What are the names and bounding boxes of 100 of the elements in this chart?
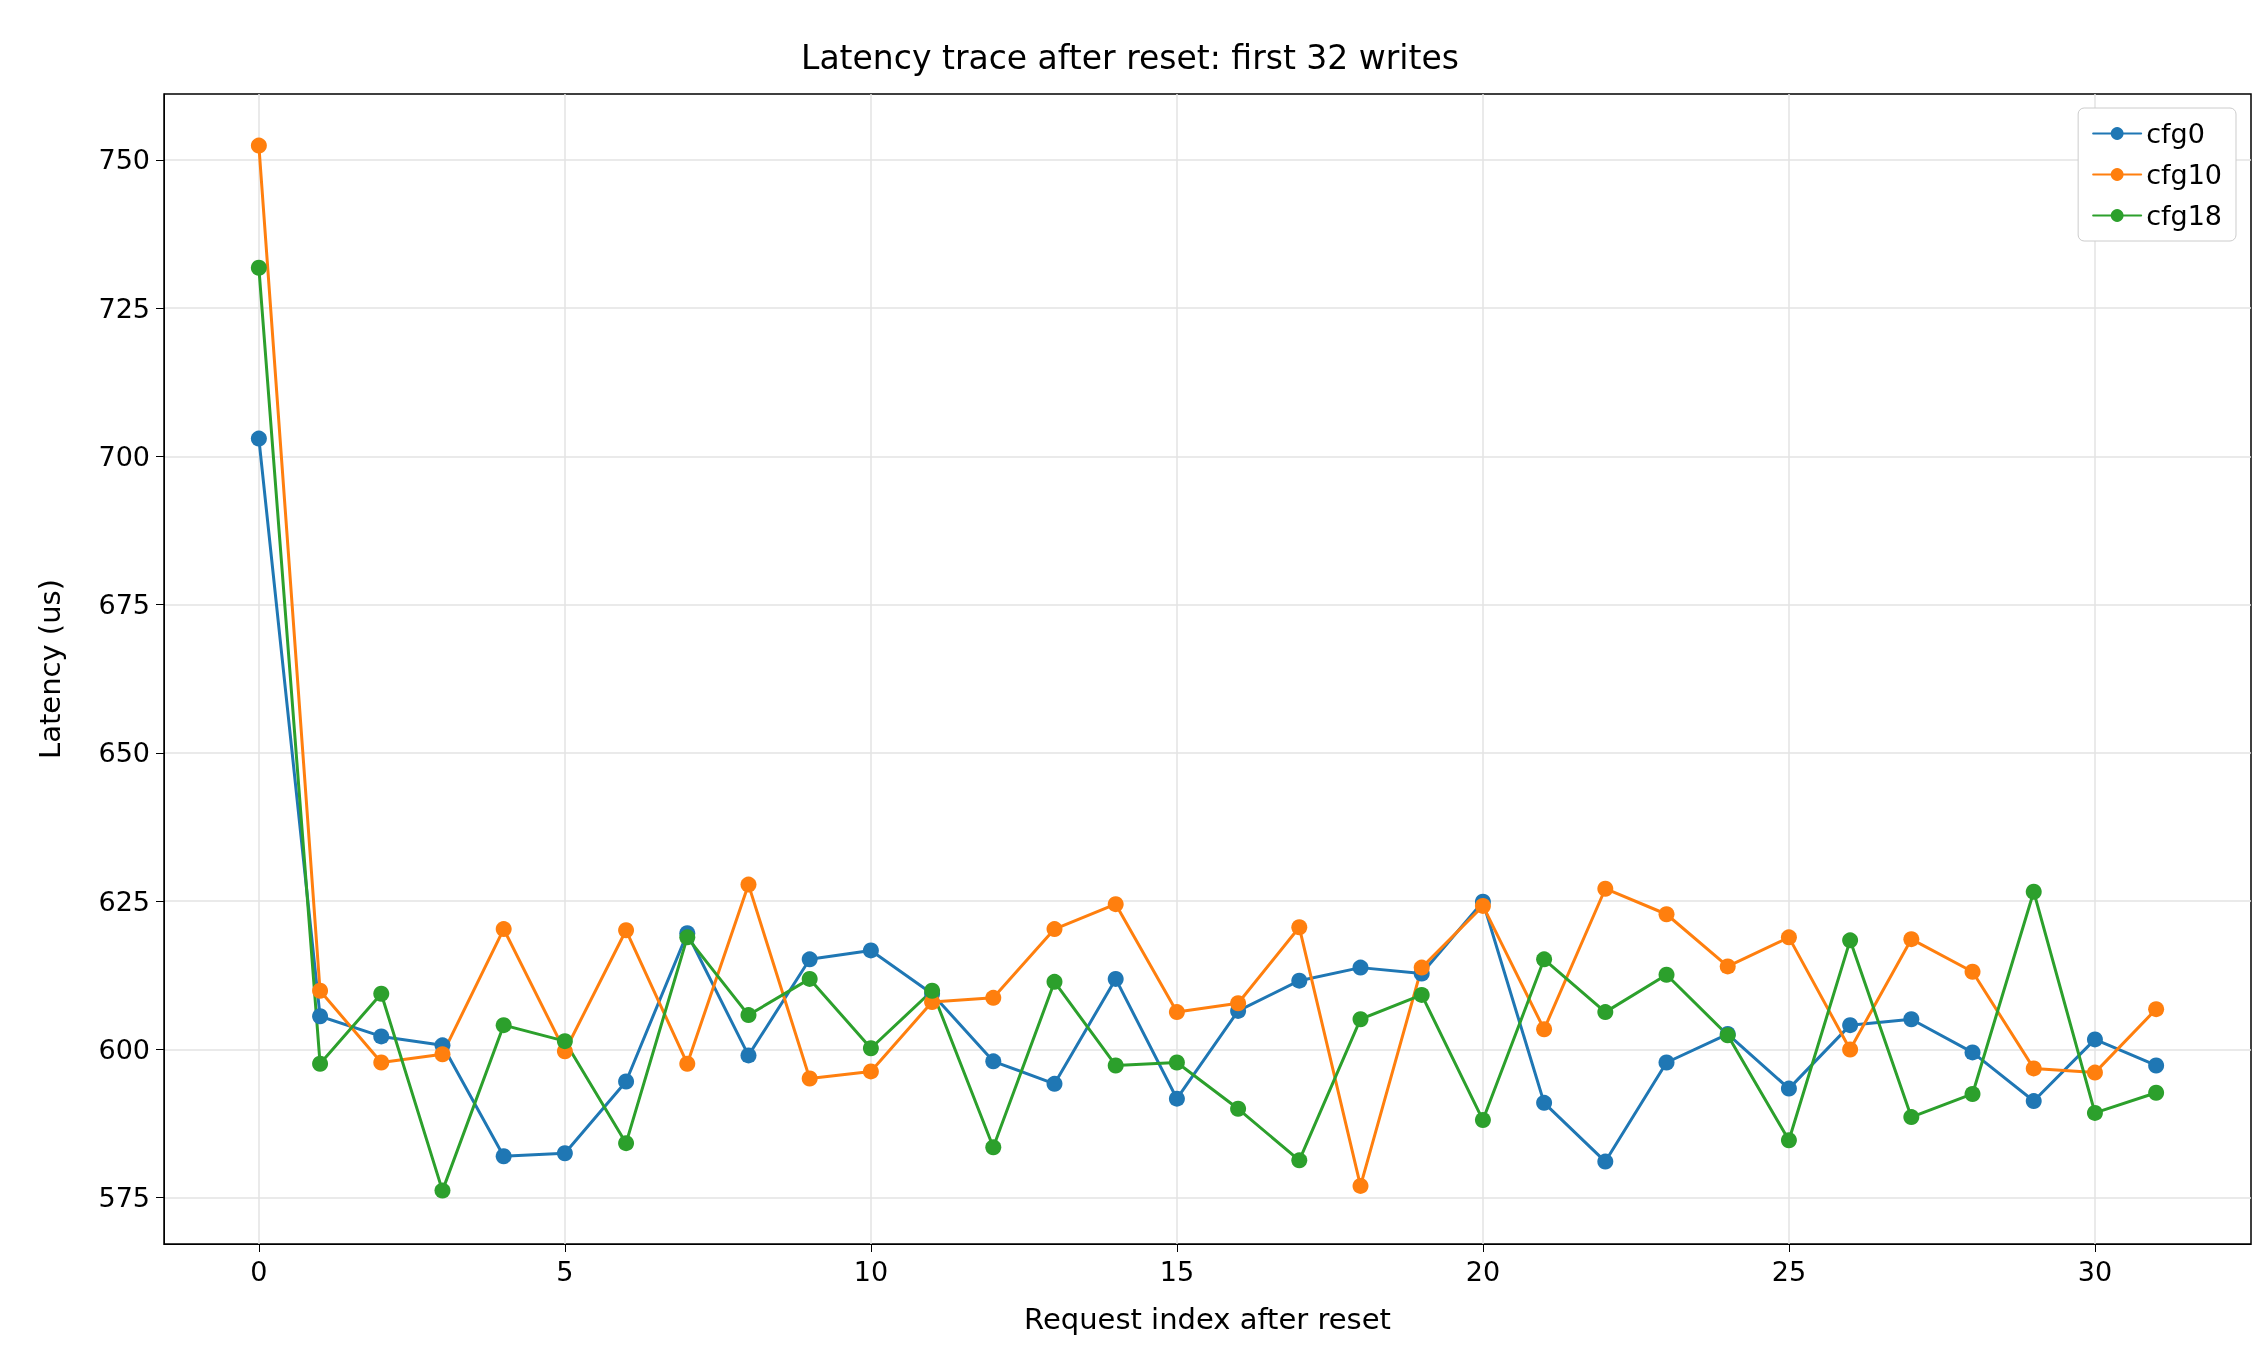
point — [985, 1139, 1002, 1156]
point — [1536, 951, 1553, 968]
y-tick-label: 600 — [98, 1033, 150, 1065]
point — [618, 1073, 635, 1090]
point — [1168, 1054, 1185, 1071]
point — [2086, 1031, 2103, 1048]
point — [1842, 932, 1859, 949]
point — [1474, 1112, 1491, 1129]
point — [985, 989, 1002, 1006]
point — [1780, 1132, 1797, 1149]
point — [1046, 1075, 1063, 1092]
chart-title: Latency trace after reset: first 32 writes — [801, 38, 1459, 77]
x-tick-label: 20 — [1465, 1256, 1501, 1287]
point — [1291, 919, 1308, 936]
point — [1597, 880, 1614, 897]
x-tick-label: 15 — [1159, 1256, 1195, 1287]
legend-label: cfg18 — [2146, 200, 2223, 231]
point — [2086, 1064, 2103, 1081]
x-tick-label: 30 — [2077, 1256, 2113, 1287]
point — [2148, 1057, 2165, 1074]
point — [434, 1046, 451, 1063]
x-tick-label: 10 — [853, 1256, 889, 1287]
point — [985, 1053, 1002, 1070]
point — [1168, 1004, 1185, 1021]
point — [373, 985, 390, 1002]
point — [373, 1054, 390, 1071]
point — [2148, 1001, 2165, 1018]
legend-label: cfg10 — [2146, 159, 2223, 190]
point — [740, 1047, 757, 1064]
point — [1536, 1094, 1553, 1111]
point — [1230, 995, 1247, 1012]
point — [1291, 972, 1308, 989]
y-tick-label: 750 — [98, 144, 150, 176]
point — [801, 1070, 818, 1087]
point — [495, 1017, 512, 1034]
x-tick-label: 0 — [250, 1256, 268, 1287]
y-tick-label: 700 — [98, 440, 150, 472]
point — [1597, 1004, 1614, 1021]
point — [1597, 1153, 1614, 1170]
point — [434, 1182, 451, 1199]
point — [1964, 1044, 1981, 1061]
point — [862, 1040, 879, 1057]
point — [1413, 986, 1430, 1003]
point — [1291, 1152, 1308, 1169]
y-tick-label: 725 — [98, 292, 150, 324]
point — [1107, 970, 1124, 987]
point — [1964, 963, 1981, 980]
point — [740, 1007, 757, 1024]
y-tick-label: 650 — [98, 737, 150, 769]
point — [862, 942, 879, 959]
point — [1903, 1011, 1920, 1028]
y-tick-label: 625 — [98, 885, 150, 917]
y-axis-title: Latency (us) — [32, 579, 67, 759]
point — [1352, 959, 1369, 976]
x-axis-title: Request index after reset — [1024, 1301, 1391, 1336]
point — [1536, 1021, 1553, 1038]
point — [2025, 883, 2042, 900]
point — [1046, 973, 1063, 990]
point — [250, 137, 267, 154]
point — [556, 1145, 573, 1162]
y-tick-label: 575 — [98, 1182, 150, 1214]
point — [801, 951, 818, 968]
point — [1780, 929, 1797, 946]
point — [1474, 897, 1491, 914]
point — [1658, 1054, 1675, 1071]
point — [250, 259, 267, 276]
point — [618, 1135, 635, 1152]
point — [1168, 1090, 1185, 1107]
point — [1107, 1057, 1124, 1074]
x-tick-label: 25 — [1771, 1256, 1807, 1287]
y-tick-label: 675 — [98, 589, 150, 621]
point — [1842, 1041, 1859, 1058]
point — [1842, 1017, 1859, 1034]
x-tick-label: 5 — [556, 1256, 574, 1287]
point — [373, 1028, 390, 1045]
point — [862, 1063, 879, 1080]
point — [495, 1148, 512, 1165]
point — [1903, 931, 1920, 948]
point — [740, 876, 757, 893]
point — [312, 1008, 329, 1025]
point — [312, 982, 329, 999]
point — [250, 430, 267, 447]
point — [1658, 966, 1675, 983]
point — [556, 1033, 573, 1050]
point — [1780, 1080, 1797, 1097]
point — [679, 1055, 696, 1072]
legend-label: cfg0 — [2146, 118, 2205, 149]
point — [801, 970, 818, 987]
point — [1719, 958, 1736, 975]
point — [2148, 1084, 2165, 1101]
point — [679, 929, 696, 946]
point — [618, 922, 635, 939]
point — [1413, 959, 1430, 976]
point — [1352, 1177, 1369, 1194]
point — [1658, 906, 1675, 923]
point — [495, 921, 512, 938]
point — [1107, 896, 1124, 913]
point — [1964, 1085, 1981, 1102]
point — [2086, 1104, 2103, 1121]
point — [1230, 1100, 1247, 1117]
